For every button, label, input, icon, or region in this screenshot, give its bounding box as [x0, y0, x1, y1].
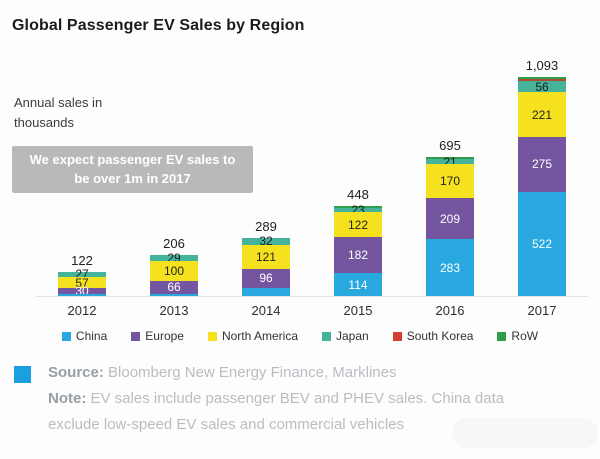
bar-segment-china: 283	[426, 239, 474, 296]
bar-column-2017: 1,093 56 221 275 522	[496, 54, 588, 296]
bar-column-2016: 695 21 170 209 283	[404, 54, 496, 296]
bar-segment-europe: 275	[518, 136, 566, 192]
bar-segment-japan: 56	[518, 79, 566, 94]
bar-segment-north-america: 122	[334, 212, 382, 237]
bar-segment-north-america: 57	[58, 275, 106, 290]
stacked-bar: 27 57 30	[58, 268, 106, 297]
forecast-callout: We expect passenger EV sales to be over …	[12, 146, 253, 193]
bar-segment-china	[150, 293, 198, 296]
x-axis-label-2013: 2013	[159, 303, 189, 318]
bar-segment-japan: 32	[242, 234, 290, 249]
stacked-bar: 21 170 209 283	[426, 156, 474, 296]
bar-total-label: 448	[347, 187, 369, 203]
segment-value-label: 32	[259, 234, 273, 249]
bar-column-2015: 448 23 122 182 114	[312, 54, 404, 296]
bar-total-label: 695	[439, 138, 461, 154]
legend-item-north-america: North America	[207, 329, 298, 343]
bar-segment-europe: 182	[334, 236, 382, 274]
legend-swatch-icon	[61, 331, 71, 341]
watermark-remnant	[452, 418, 598, 448]
stacked-bar: 56 221 275 522	[518, 77, 566, 296]
legend-swatch-icon	[392, 331, 402, 341]
x-axis-label-2015: 2015	[343, 303, 373, 318]
legend-label: RoW	[511, 329, 539, 343]
legend-swatch-icon	[497, 331, 507, 341]
bar-segment-north-america: 100	[150, 260, 198, 281]
segment-value-label: 121	[255, 249, 277, 264]
legend-label: South Korea	[406, 329, 474, 343]
stacked-bar: 32 121 96	[242, 234, 290, 296]
chart-title: Global Passenger EV Sales by Region	[12, 17, 305, 34]
legend-item-row: RoW	[497, 329, 538, 343]
bar-segment-north-america: 221	[518, 92, 566, 137]
legend-label: North America	[221, 329, 298, 343]
legend-label: Japan	[336, 329, 369, 343]
legend-item-japan: Japan	[322, 329, 369, 343]
bar-column-2013: 206 29 100 66	[128, 54, 220, 296]
segment-value-label: 221	[531, 107, 553, 122]
bar-segment-north-america: 121	[242, 244, 290, 269]
bar-total-label: 122	[71, 252, 93, 268]
segment-value-label: 209	[439, 211, 461, 226]
footer-bullet-square	[14, 366, 31, 383]
bar-total-label: 206	[163, 235, 185, 251]
segment-value-label: 57	[75, 275, 89, 290]
note-text: EV sales include passenger BEV and PHEV …	[48, 390, 505, 433]
bar-column-2014: 289 32 121 96	[220, 54, 312, 296]
bar-total-label: 1,093	[525, 58, 559, 74]
segment-value-label: 56	[535, 79, 549, 94]
bar-segment-europe: 96	[242, 268, 290, 288]
bar-segment-china: 522	[518, 191, 566, 296]
x-axis-baseline	[36, 296, 588, 297]
source-text: Bloomberg New Energy Finance, Marklines	[103, 364, 397, 381]
legend-swatch-icon	[322, 331, 331, 341]
legend-label: Europe	[145, 329, 184, 343]
stacked-bar: 29 100 66	[150, 252, 198, 296]
x-axis-labels: 2012 2013 2014 2015 2016 2017	[36, 303, 588, 318]
segment-value-label: 182	[347, 248, 369, 262]
segment-value-label: 100	[163, 263, 185, 278]
legend-item-china: China	[61, 329, 108, 343]
legend-item-south-korea: South Korea	[392, 329, 474, 343]
bar-segment-china	[58, 294, 106, 296]
bar-segment-row	[518, 77, 566, 79]
bar-column-2012: 122 27 57 30	[36, 54, 128, 297]
bar-segment-europe: 66	[150, 280, 198, 295]
stacked-bar-chart: 122 27 57 30 206 29 100 66 289 32 121 96 448 23 122 182…	[36, 54, 588, 297]
segment-value-label: 66	[167, 280, 181, 295]
segment-value-label: 522	[531, 236, 553, 251]
segment-value-label: 170	[439, 173, 461, 188]
legend-item-europe: Europe	[131, 329, 184, 343]
bar-segment-row	[334, 206, 382, 208]
x-axis-label-2016: 2016	[435, 303, 465, 318]
segment-value-label: 283	[439, 260, 461, 275]
bar-segment-europe: 209	[426, 197, 474, 240]
x-axis-label-2014: 2014	[251, 303, 281, 318]
bar-segment-south-korea	[518, 78, 566, 82]
segment-value-label: 275	[531, 157, 553, 172]
legend-swatch-icon	[131, 331, 141, 341]
x-axis-label-2012: 2012	[67, 303, 97, 318]
bar-total-label: 289	[255, 219, 277, 235]
source-label: Source:	[48, 364, 104, 381]
axis-unit-note: Annual sales in thousands	[14, 95, 103, 130]
source-note-block: Source: Bloomberg New Energy Finance, Ma…	[48, 360, 553, 438]
legend-label: China	[75, 329, 108, 343]
x-axis-label-2017: 2017	[527, 303, 557, 318]
bar-segment-north-america: 170	[426, 163, 474, 198]
bar-segment-row	[426, 157, 474, 160]
bar-segment-china: 114	[334, 273, 382, 296]
stacked-bar: 23 122 182 114	[334, 204, 382, 296]
segment-value-label: 96	[259, 271, 273, 286]
bar-segment-china	[242, 288, 290, 296]
note-label: Note:	[48, 390, 87, 407]
legend-swatch-icon	[207, 331, 217, 341]
segment-value-label: 122	[347, 217, 369, 232]
chart-legend: China Europe North America Japan South Korea…	[0, 329, 600, 343]
segment-value-label: 114	[348, 277, 368, 292]
